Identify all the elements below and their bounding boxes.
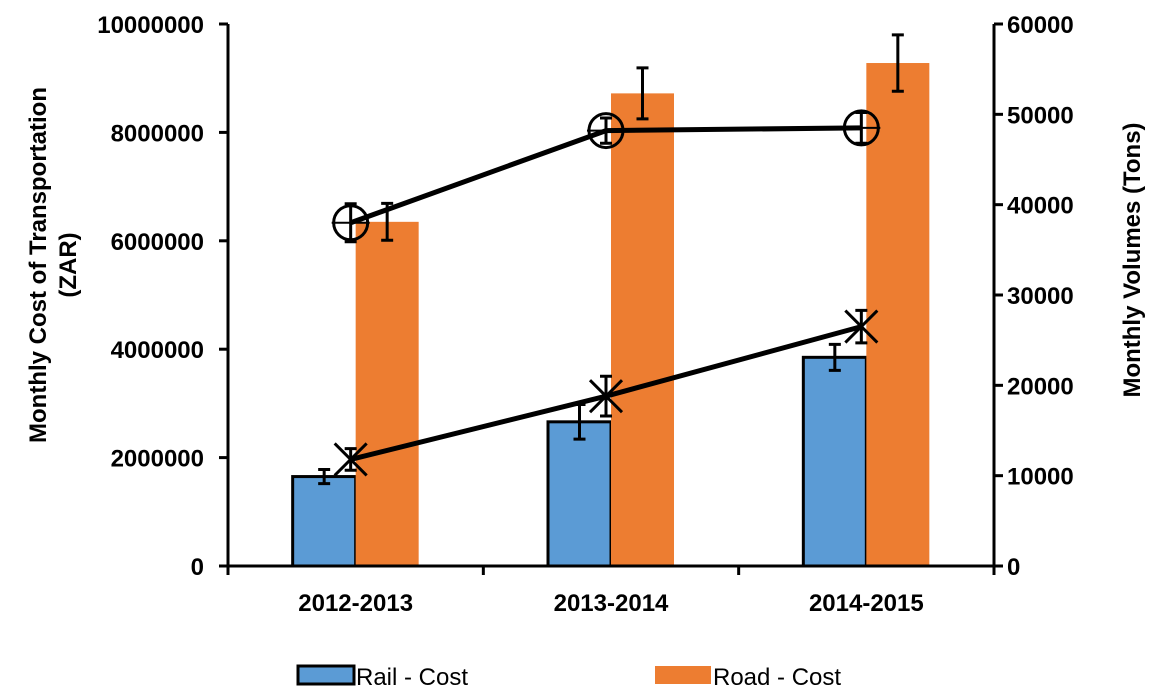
y-tick-label: 2000000 [111, 446, 204, 473]
x-marker [844, 309, 879, 344]
y2-tick-label: 20000 [1007, 373, 1074, 400]
y-tick-label: 8000000 [111, 120, 204, 147]
bar-road-cost [611, 93, 674, 566]
bar-road-cost [866, 63, 930, 567]
y2-tick-label: 10000 [1007, 464, 1074, 491]
x-tick-label: 2013-2014 [554, 590, 669, 617]
lines-layer [331, 109, 881, 477]
axes-ticks: 0 2000000 4000000 6000000 8000000 10000000 0 10… [97, 12, 1074, 617]
error-bar [891, 33, 904, 93]
legend-label-rail: Rail - Cost [356, 664, 468, 691]
y2-tick-label: 60000 [1007, 12, 1074, 39]
bar-rail-cost [801, 355, 868, 568]
bars-layer [291, 63, 930, 568]
bar-road-cost [355, 221, 419, 566]
x-marker [588, 379, 624, 414]
y2-tick-label: 40000 [1007, 193, 1074, 220]
y2-tick-label: 50000 [1007, 102, 1074, 129]
y-tick-label: 4000000 [111, 337, 204, 364]
legend-label-road: Road - Cost [713, 664, 841, 691]
y-axis-title-line-2: (ZAR) [55, 232, 82, 297]
y2-axis-title: Monthly Volumes (Tons) [1119, 122, 1146, 397]
legend-swatch-road [655, 666, 711, 684]
y-tick-label: 10000000 [97, 12, 204, 39]
error-bar [636, 66, 649, 121]
x-tick-label: 2012-2013 [298, 590, 413, 617]
bar-rail-cost [291, 475, 358, 568]
error-bar [828, 342, 841, 372]
y-tick-label: 6000000 [111, 229, 204, 256]
x-marker [333, 442, 368, 477]
legend-swatch-rail [296, 664, 356, 686]
y-axis-title-line-1: Monthly Cost of Transportation [25, 87, 52, 443]
legend: Rail - Cost Road - Cost [296, 664, 841, 691]
error-bar [318, 468, 331, 486]
bar-rail-cost [546, 420, 613, 568]
x-tick-label: 2014-2015 [809, 590, 924, 617]
y2-tick-label: 0 [1007, 554, 1020, 581]
y2-tick-label: 30000 [1007, 283, 1074, 310]
y-tick-label: 0 [191, 554, 204, 581]
